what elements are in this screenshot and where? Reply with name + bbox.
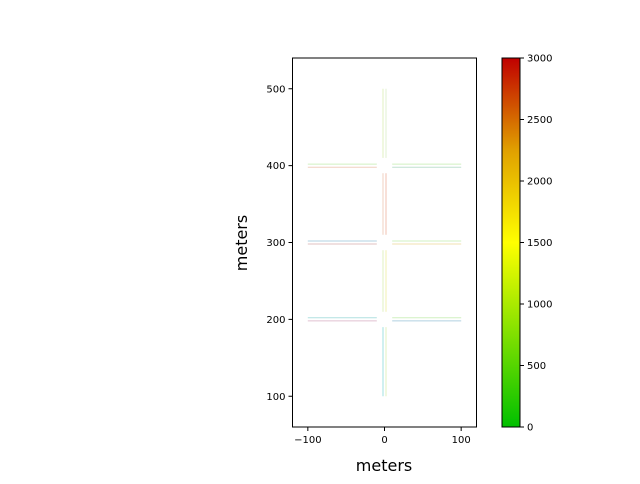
y-tick-label: 500 xyxy=(266,84,285,95)
x-tick-label: 100 xyxy=(452,435,471,446)
x-tick-label: −100 xyxy=(294,435,321,446)
plot-frame xyxy=(292,57,477,428)
colorbar-tick-label: 500 xyxy=(527,361,546,372)
y-tick-label: 400 xyxy=(266,161,285,172)
x-tick-label: 0 xyxy=(381,435,387,446)
colorbar-tick-label: 1500 xyxy=(527,238,552,249)
y-tick-label: 200 xyxy=(266,315,285,326)
y-tick-label: 300 xyxy=(266,238,285,249)
colorbar-tick-label: 1000 xyxy=(527,300,552,311)
y-axis-label: meters xyxy=(232,215,251,271)
colorbar-tick-label: 2500 xyxy=(527,115,552,126)
colorbar-tick-label: 3000 xyxy=(527,54,552,65)
x-axis-label: meters xyxy=(356,456,412,475)
y-axis: 100 200 300 400 500 xyxy=(266,84,293,403)
x-axis: −100 0 100 xyxy=(294,427,471,446)
colorbar-tick-label: 0 xyxy=(527,423,533,434)
series-layer xyxy=(307,88,462,397)
colorbar xyxy=(501,57,521,428)
colorbar-tick-label: 2000 xyxy=(527,177,552,188)
y-tick-label: 100 xyxy=(266,392,285,403)
colorbar-axis: 0 500 1000 1500 2000 2500 3000 xyxy=(520,54,552,434)
